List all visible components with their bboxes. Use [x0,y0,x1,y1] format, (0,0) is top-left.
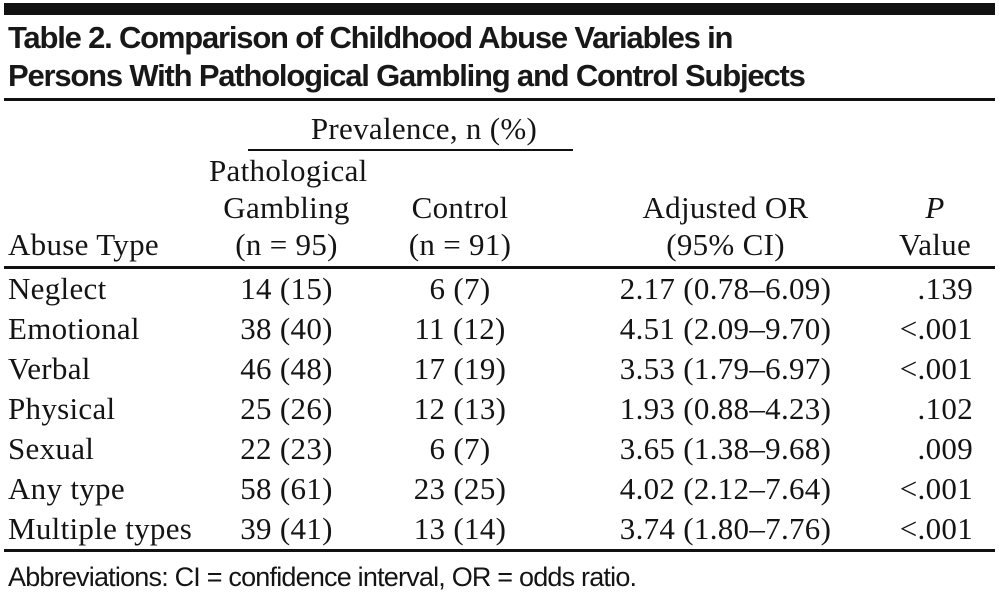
cell-p-value: .009 [917,431,973,466]
pg-header-line3: (n = 95) [235,227,338,262]
cell-pg-prevalence: 39 (41) [195,509,365,552]
control-header-line2: (n = 91) [408,227,512,262]
table-body: Neglect 14 (15) 6 (7) 2.17 (0.78–6.09) .… [4,268,995,552]
table-title-line2: Persons With Pathological Gambling and C… [8,58,806,93]
cell-adjusted-or: 1.93 (0.88–4.23) [619,391,832,426]
cell-control-prevalence: 12 (13) [413,391,507,426]
adjusted-or-header-line2: (95% CI) [666,227,785,262]
cell-p-value: .139 [917,271,973,306]
column-header-control: Control (n = 91) [365,151,556,269]
table-row-any-type: Any type 58 (61) 23 (25) 4.02 (2.12–7.64… [4,469,995,509]
table-head: Prevalence, n (%) Abuse Type Pathologica… [4,101,995,269]
cell-abuse-type: Neglect [8,271,107,306]
cell-p-value: <.001 [899,351,973,386]
prevalence-spanner-header: Prevalence, n (%) [195,101,574,151]
table-foot: Abbreviations: CI = confidence interval,… [4,551,995,595]
title-divider-rule [4,98,995,101]
pg-header-line1: Pathological [209,153,368,188]
column-header-p-value: P Value [875,151,995,269]
cell-adjusted-or: 4.02 (2.12–7.64) [619,471,832,506]
cell-p-value: <.001 [899,311,973,346]
footnote-row: Abbreviations: CI = confidence interval,… [4,551,995,595]
prevalence-spanner-row: Prevalence, n (%) [4,101,995,151]
cell-control-prevalence: 6 (7) [429,431,491,466]
cell-abuse-type: Verbal [8,351,91,386]
cell-p-value: .102 [917,391,973,426]
abuse-comparison-table: Prevalence, n (%) Abuse Type Pathologica… [4,101,995,595]
table-row-sexual: Sexual 22 (23) 6 (7) 3.65 (1.38–9.68) .0… [4,429,995,469]
cell-pg-prevalence: 14 (15) [240,271,333,306]
table-row-physical: Physical 25 (26) 12 (13) 1.93 (0.88–4.23… [4,389,995,429]
cell-abuse-type: Sexual [8,431,95,466]
cell-pg-prevalence: 46 (48) [240,351,333,386]
cell-adjusted-or: 3.74 (1.80–7.76) [555,509,876,552]
cell-pg-prevalence: 38 (40) [240,311,333,346]
cell-adjusted-or: 3.65 (1.38–9.68) [619,431,832,466]
table-row-emotional: Emotional 38 (40) 11 (12) 4.51 (2.09–9.7… [4,309,995,349]
cell-abuse-type: Emotional [8,311,140,346]
cell-pg-prevalence: 25 (26) [240,391,333,426]
p-header-line1: P [925,190,945,225]
cell-abuse-type: Physical [8,391,116,426]
table-row-multiple-types: Multiple types 39 (41) 13 (14) 3.74 (1.8… [4,509,995,552]
cell-p-value: <.001 [899,471,973,506]
column-header-pathological-gambling: Pathological Gambling (n = 95) [195,151,368,269]
cell-control-prevalence: 23 (25) [413,471,507,506]
cell-p-value: <.001 [875,509,995,552]
prevalence-spanner-label: Prevalence, n (%) [310,111,538,146]
control-header-line1: Control [411,190,509,225]
column-header-row: Abuse Type Pathological Gambling (n = 95… [4,151,995,269]
cell-pg-prevalence: 22 (23) [240,431,333,466]
table-title-line1: Table 2. Comparison of Childhood Abuse V… [8,20,733,55]
cell-abuse-type: Any type [8,471,125,506]
cell-abuse-type: Multiple types [4,509,195,552]
cell-adjusted-or: 4.51 (2.09–9.70) [619,311,832,346]
p-header-line2: Value [898,227,972,262]
cell-control-prevalence: 17 (19) [413,351,507,386]
table-footnote: Abbreviations: CI = confidence interval,… [8,562,637,592]
spanner-spacer-or [555,101,875,151]
spanner-spacer-abuse [4,101,195,151]
cell-pg-prevalence: 58 (61) [240,471,333,506]
abuse-type-header-label: Abuse Type [8,227,159,262]
cell-control-prevalence: 13 (14) [365,509,556,552]
table-row-neglect: Neglect 14 (15) 6 (7) 2.17 (0.78–6.09) .… [4,268,995,310]
cell-adjusted-or: 2.17 (0.78–6.09) [619,271,832,306]
table-title: Table 2. Comparison of Childhood Abuse V… [4,19,995,95]
cell-adjusted-or: 3.53 (1.79–6.97) [619,351,832,386]
pg-header-line2: Gambling [223,190,350,225]
top-bar-rule [4,3,995,15]
adjusted-or-header-line1: Adjusted OR [642,190,809,225]
column-header-abuse-type: Abuse Type [4,151,195,269]
table-row-verbal: Verbal 46 (48) 17 (19) 3.53 (1.79–6.97) … [4,349,995,389]
column-header-adjusted-or: Adjusted OR (95% CI) [555,151,876,269]
spanner-spacer-p [875,101,995,151]
cell-control-prevalence: 6 (7) [429,271,491,306]
cell-control-prevalence: 11 (12) [414,311,506,346]
